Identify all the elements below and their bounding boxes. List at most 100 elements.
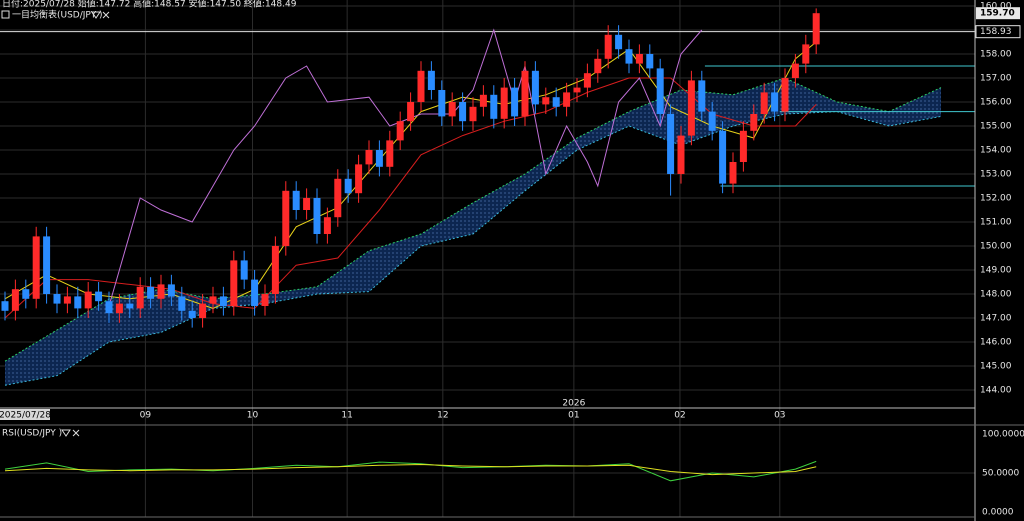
menu-icon[interactable] [91, 11, 101, 19]
x-tick-label: 01 [568, 411, 579, 421]
x-tick-label: 11 [341, 411, 352, 421]
x-tick-label: 02 [674, 411, 685, 421]
last-price-box [976, 7, 1020, 20]
cloud-fill [5, 78, 941, 386]
candle-body [500, 87, 508, 119]
candle-body [11, 289, 19, 311]
rsi-line [4, 463, 817, 476]
candle-body [417, 70, 425, 102]
x-tick-label: 03 [774, 411, 785, 421]
candle-body [760, 92, 768, 114]
candle-body [646, 54, 654, 69]
candle-body [95, 291, 103, 302]
candle-body [583, 73, 591, 88]
candle-body [719, 130, 727, 184]
candle-body [739, 130, 747, 162]
close-icon[interactable] [102, 11, 110, 19]
x-tick-label: 12 [437, 411, 448, 421]
y-tick-label: 151.00 [980, 218, 1012, 228]
panel-title: 一目均衡表(USD/JPY ) [12, 9, 103, 21]
line-label-box [975, 25, 1021, 39]
line-label: 158.93 [980, 27, 1012, 37]
candle-body [365, 150, 373, 165]
candle-body [209, 296, 217, 304]
y-tick-label: 144.00 [980, 386, 1012, 396]
y-tick-label: 157.00 [980, 74, 1012, 84]
y-tick-label: 146.00 [980, 338, 1012, 348]
candle-body [552, 97, 560, 107]
candle-body [459, 102, 467, 122]
x-tick-label: 10 [247, 411, 259, 421]
y-tick-label: 152.00 [980, 194, 1012, 204]
candle-body [240, 260, 248, 280]
y-tick-label: 156.00 [980, 98, 1012, 108]
close-icon[interactable] [72, 429, 80, 437]
candle-body [511, 87, 519, 117]
candle-body [563, 92, 571, 107]
candle-body [386, 140, 394, 167]
rsi-line [4, 460, 817, 482]
cloud-span [4, 111, 942, 386]
candle-body [667, 114, 675, 174]
y-tick-label: 160.00 [980, 2, 1012, 12]
y-tick-label: 50.0000 [982, 469, 1019, 479]
candle-body [230, 260, 238, 306]
candle-body [677, 135, 685, 174]
candle-body [344, 178, 352, 194]
candle-body [84, 291, 92, 309]
year-label: 2026 [562, 399, 585, 409]
candle-body [178, 296, 186, 311]
candle-body [542, 97, 550, 105]
candle-body [1, 301, 9, 311]
rsi-controls[interactable] [61, 429, 80, 437]
candle-body [271, 246, 279, 294]
candle-body [396, 121, 404, 141]
candle-body [791, 63, 799, 78]
rsi-title: RSI(USD/JPY ) [2, 429, 62, 439]
candle-body [323, 217, 331, 234]
candle-body [490, 94, 498, 119]
panel-controls[interactable] [91, 11, 110, 19]
y-tick-label: 0.0000 [982, 507, 1014, 517]
candle-body [729, 162, 737, 184]
candle-body [157, 284, 165, 299]
candle-body [147, 286, 155, 299]
y-tick-label: 158.00 [980, 50, 1012, 60]
candle-body [167, 284, 175, 297]
candle-body [615, 34, 623, 50]
x-tick-label: 09 [140, 411, 152, 421]
candle-body [438, 90, 446, 117]
y-tick-label: 147.00 [980, 314, 1012, 324]
candle-body [708, 111, 716, 131]
y-tick-label: 150.00 [980, 242, 1012, 252]
candle-body [427, 70, 435, 90]
menu-icon[interactable] [61, 429, 71, 437]
y-tick-label: 154.00 [980, 146, 1012, 156]
candle-body [251, 279, 259, 306]
candle-body [750, 114, 758, 131]
y-tick-label: 145.00 [980, 362, 1012, 372]
candle-body [74, 296, 82, 309]
cursor-label: 2025/07/28 [0, 411, 51, 421]
candle-body [292, 190, 300, 210]
plot-area [0, 8, 975, 482]
y-tick-label: 149.00 [980, 266, 1012, 276]
candle-body [32, 236, 40, 299]
candle-body [375, 150, 383, 167]
candle-body [282, 190, 290, 246]
candle-body [594, 58, 602, 74]
candle-body [136, 286, 144, 309]
candle-body [635, 54, 643, 64]
candle-body [698, 80, 706, 112]
candle-body [531, 70, 539, 105]
candle-body [812, 13, 820, 45]
candle-body [43, 236, 51, 294]
y-tick-label: 100.0000 [982, 430, 1024, 440]
y-tick-label: 155.00 [980, 122, 1012, 132]
collapse-box[interactable] [1, 10, 10, 19]
candle-body [261, 294, 269, 306]
y-tick-label: 153.00 [980, 170, 1012, 180]
